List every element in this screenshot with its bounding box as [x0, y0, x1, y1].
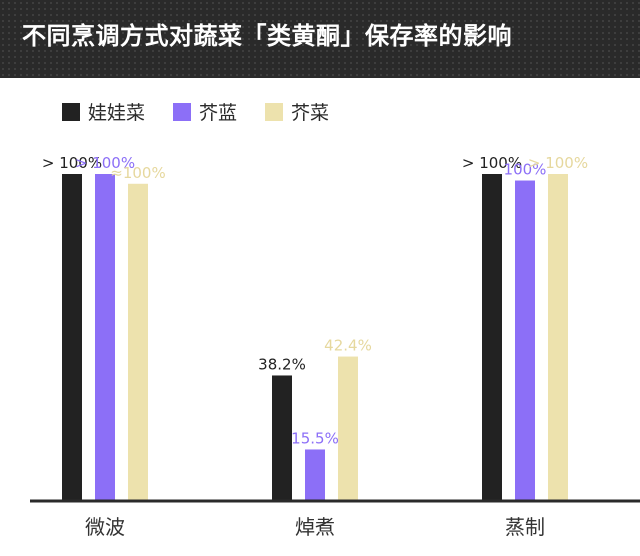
data-label-1-1: 15.5%	[291, 429, 339, 447]
data-label-0-0: > 100%	[42, 154, 102, 172]
data-label-1-2: 42.4%	[324, 337, 372, 355]
legend-swatch-2	[265, 102, 284, 121]
legend-label-0: 娃娃菜	[88, 102, 146, 124]
category-label-1: 焯煮	[295, 515, 335, 539]
bar-2-1	[515, 180, 535, 500]
legend-swatch-1	[173, 102, 192, 121]
chart-title: 不同烹调方式对蔬菜「类黄酮」保存率的影响	[22, 22, 512, 50]
data-label-2-2: > 100%	[528, 154, 588, 172]
category-label-0: 微波	[85, 515, 125, 539]
data-label-2-1: 100%	[504, 161, 547, 179]
bar-0-0	[62, 174, 82, 500]
bar-2-2	[548, 174, 568, 500]
legend-item-2: 芥菜	[265, 98, 329, 125]
data-label-2-0: > 100%	[462, 154, 522, 172]
data-label-1-0: 38.2%	[258, 355, 306, 373]
data-label-0-2: ≈100%	[110, 164, 165, 182]
legend-item-1: 芥蓝	[173, 98, 237, 125]
legend: 娃娃菜 芥蓝 芥菜	[62, 98, 329, 125]
bar-2-0	[482, 174, 502, 500]
chart-header: 不同烹调方式对蔬菜「类黄酮」保存率的影响	[0, 0, 640, 78]
bar-0-1	[95, 174, 115, 500]
legend-label-2: 芥菜	[291, 102, 330, 124]
category-label-2: 蒸制	[505, 515, 545, 539]
legend-label-1: 芥蓝	[199, 102, 238, 124]
legend-item-0: 娃娃菜	[62, 98, 145, 125]
bar-0-2	[128, 183, 148, 500]
bar-1-2	[338, 356, 358, 500]
data-label-0-1: > 100%	[75, 154, 135, 172]
bar-1-0	[272, 375, 292, 500]
bar-1-1	[305, 449, 325, 500]
legend-swatch-0	[62, 102, 80, 121]
